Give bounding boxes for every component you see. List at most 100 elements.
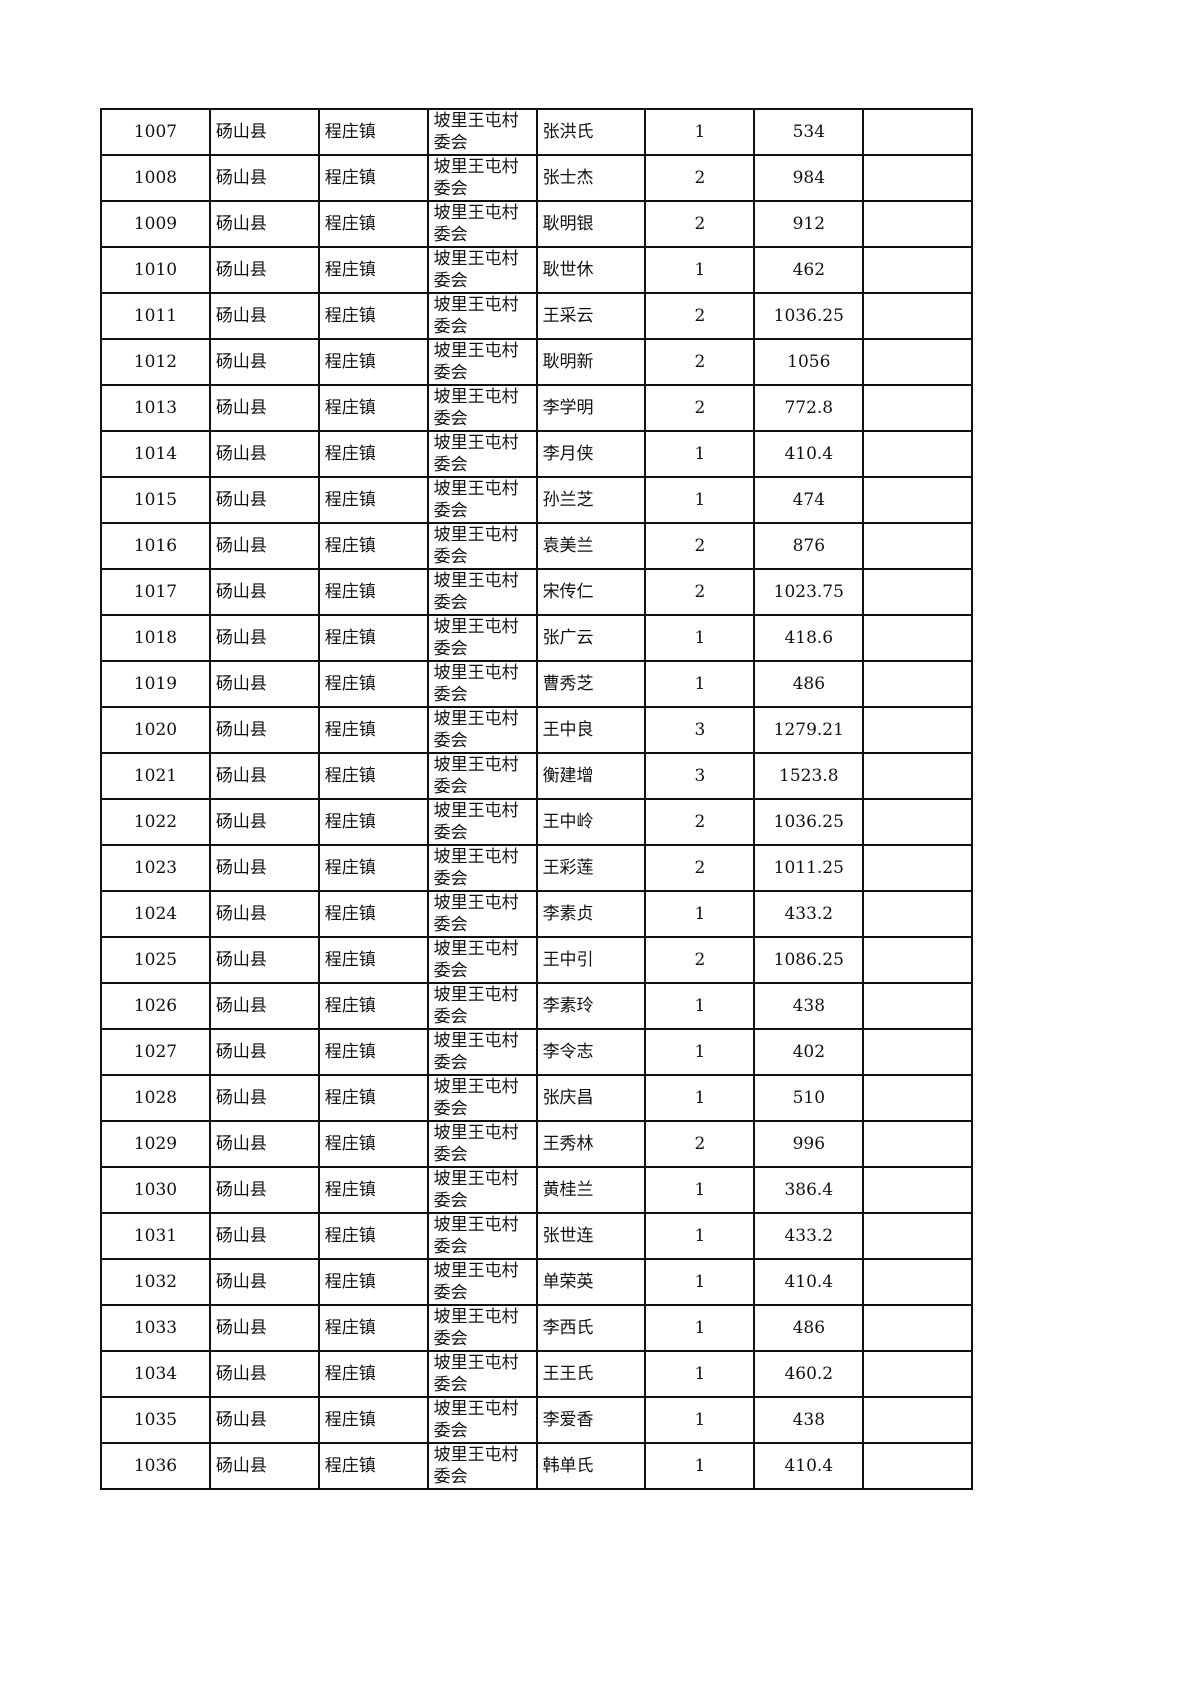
cell-village: 坡里王屯村委会 xyxy=(426,982,538,1030)
cell-town: 程庄镇 xyxy=(317,1396,429,1444)
cell-number: 1012 xyxy=(100,338,211,386)
cell-name: 张广云 xyxy=(535,614,647,662)
cell-county: 砀山县 xyxy=(208,246,320,294)
cell-remark xyxy=(862,1350,974,1398)
cell-county: 砀山县 xyxy=(208,1396,320,1444)
table-row: 1033 砀山县 程庄镇 坡里王屯村委会 李西氏 1 486 xyxy=(100,1304,974,1352)
cell-county: 砀山县 xyxy=(208,1074,320,1122)
cell-remark xyxy=(862,1120,974,1168)
cell-people: 1 xyxy=(644,982,756,1030)
cell-people: 1 xyxy=(644,1396,756,1444)
cell-people: 2 xyxy=(644,522,756,570)
cell-people: 2 xyxy=(644,384,756,432)
cell-remark xyxy=(862,844,974,892)
cell-village: 坡里王屯村委会 xyxy=(426,752,538,800)
cell-name: 李学明 xyxy=(535,384,647,432)
cell-people: 1 xyxy=(644,1074,756,1122)
cell-county: 砀山县 xyxy=(208,200,320,248)
table-row: 1030 砀山县 程庄镇 坡里王屯村委会 黄桂兰 1 386.4 xyxy=(100,1166,974,1214)
cell-name: 李爱香 xyxy=(535,1396,647,1444)
cell-people: 1 xyxy=(644,1304,756,1352)
cell-town: 程庄镇 xyxy=(317,384,429,432)
cell-amount: 510 xyxy=(753,1074,865,1122)
cell-number: 1014 xyxy=(100,430,211,478)
cell-village: 坡里王屯村委会 xyxy=(426,706,538,754)
cell-remark xyxy=(862,798,974,846)
cell-amount: 486 xyxy=(753,660,865,708)
cell-town: 程庄镇 xyxy=(317,522,429,570)
table-row: 1029 砀山县 程庄镇 坡里王屯村委会 王秀林 2 996 xyxy=(100,1120,974,1168)
cell-number: 1018 xyxy=(100,614,211,662)
cell-amount: 1523.8 xyxy=(753,752,865,800)
cell-remark xyxy=(862,1396,974,1444)
cell-amount: 1279.21 xyxy=(753,706,865,754)
cell-town: 程庄镇 xyxy=(317,1120,429,1168)
cell-remark xyxy=(862,936,974,984)
cell-county: 砀山县 xyxy=(208,1442,320,1490)
cell-town: 程庄镇 xyxy=(317,1074,429,1122)
cell-amount: 534 xyxy=(753,108,865,156)
cell-number: 1019 xyxy=(100,660,211,708)
cell-name: 王中良 xyxy=(535,706,647,754)
cell-number: 1015 xyxy=(100,476,211,524)
cell-name: 王中岭 xyxy=(535,798,647,846)
table-row: 1019 砀山县 程庄镇 坡里王屯村委会 曹秀芝 1 486 xyxy=(100,660,974,708)
cell-town: 程庄镇 xyxy=(317,1304,429,1352)
cell-name: 张洪氏 xyxy=(535,108,647,156)
cell-amount: 410.4 xyxy=(753,430,865,478)
cell-people: 1 xyxy=(644,430,756,478)
cell-number: 1007 xyxy=(100,108,211,156)
table-row: 1008 砀山县 程庄镇 坡里王屯村委会 张士杰 2 984 xyxy=(100,154,974,202)
cell-town: 程庄镇 xyxy=(317,660,429,708)
cell-village: 坡里王屯村委会 xyxy=(426,1442,538,1490)
cell-village: 坡里王屯村委会 xyxy=(426,384,538,432)
cell-people: 2 xyxy=(644,200,756,248)
cell-village: 坡里王屯村委会 xyxy=(426,798,538,846)
cell-people: 2 xyxy=(644,292,756,340)
cell-village: 坡里王屯村委会 xyxy=(426,292,538,340)
cell-people: 2 xyxy=(644,568,756,616)
cell-county: 砀山县 xyxy=(208,1304,320,1352)
cell-name: 王中引 xyxy=(535,936,647,984)
cell-number: 1036 xyxy=(100,1442,211,1490)
cell-town: 程庄镇 xyxy=(317,752,429,800)
cell-number: 1025 xyxy=(100,936,211,984)
cell-remark xyxy=(862,246,974,294)
cell-village: 坡里王屯村委会 xyxy=(426,890,538,938)
table-row: 1007 砀山县 程庄镇 坡里王屯村委会 张洪氏 1 534 xyxy=(100,108,974,156)
cell-name: 宋传仁 xyxy=(535,568,647,616)
cell-number: 1009 xyxy=(100,200,211,248)
cell-town: 程庄镇 xyxy=(317,154,429,202)
cell-county: 砀山县 xyxy=(208,982,320,1030)
cell-name: 王王氏 xyxy=(535,1350,647,1398)
cell-village: 坡里王屯村委会 xyxy=(426,430,538,478)
cell-amount: 438 xyxy=(753,1396,865,1444)
cell-name: 袁美兰 xyxy=(535,522,647,570)
cell-county: 砀山县 xyxy=(208,1258,320,1306)
cell-amount: 912 xyxy=(753,200,865,248)
cell-remark xyxy=(862,292,974,340)
cell-number: 1034 xyxy=(100,1350,211,1398)
cell-remark xyxy=(862,1304,974,1352)
cell-number: 1022 xyxy=(100,798,211,846)
cell-town: 程庄镇 xyxy=(317,798,429,846)
cell-village: 坡里王屯村委会 xyxy=(426,1212,538,1260)
cell-county: 砀山县 xyxy=(208,430,320,478)
cell-village: 坡里王屯村委会 xyxy=(426,200,538,248)
cell-amount: 1011.25 xyxy=(753,844,865,892)
cell-town: 程庄镇 xyxy=(317,430,429,478)
cell-remark xyxy=(862,154,974,202)
cell-amount: 1086.25 xyxy=(753,936,865,984)
cell-amount: 386.4 xyxy=(753,1166,865,1214)
cell-remark xyxy=(862,1442,974,1490)
cell-people: 1 xyxy=(644,890,756,938)
cell-name: 张庆昌 xyxy=(535,1074,647,1122)
cell-county: 砀山县 xyxy=(208,338,320,386)
cell-people: 1 xyxy=(644,476,756,524)
cell-town: 程庄镇 xyxy=(317,568,429,616)
cell-town: 程庄镇 xyxy=(317,1212,429,1260)
cell-remark xyxy=(862,1028,974,1076)
cell-remark xyxy=(862,1074,974,1122)
cell-number: 1035 xyxy=(100,1396,211,1444)
cell-town: 程庄镇 xyxy=(317,476,429,524)
